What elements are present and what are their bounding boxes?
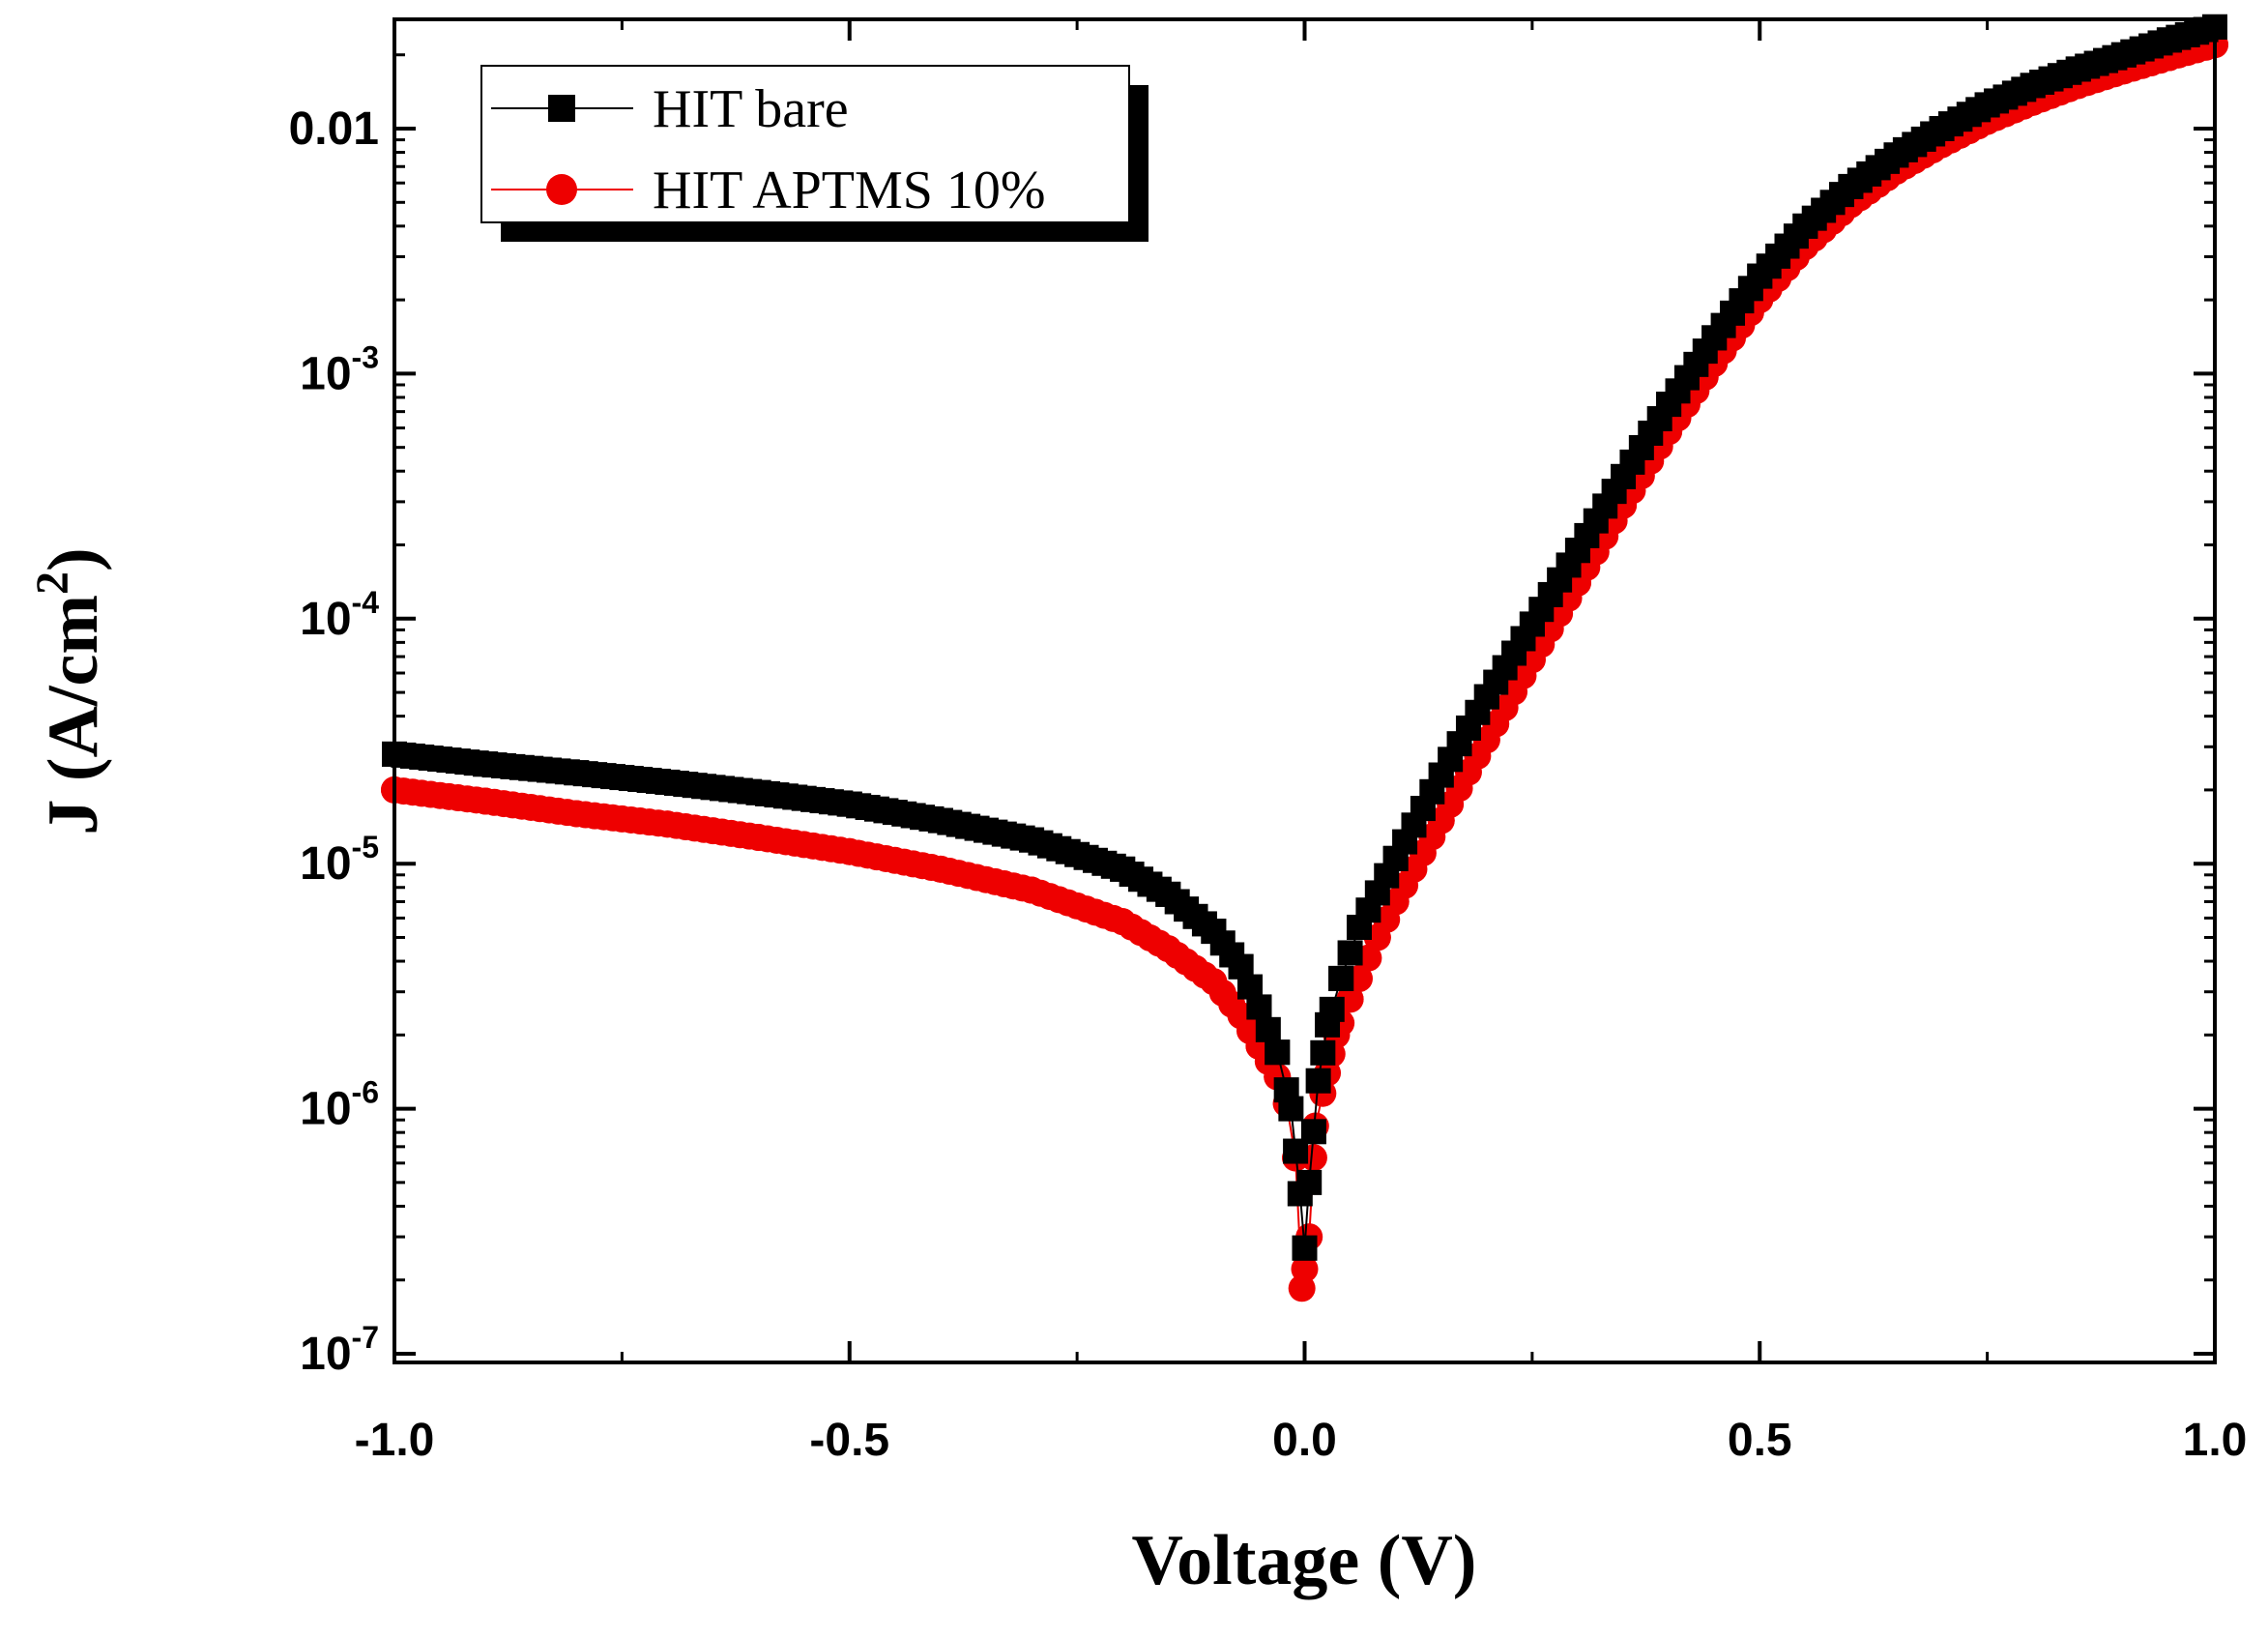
y-tick-label-exp: -7	[352, 1320, 379, 1355]
y-tick-label: 10-7	[300, 1320, 379, 1380]
data-point-square	[654, 769, 681, 795]
data-point-square	[2156, 27, 2182, 53]
x-tick-label: 0.5	[1728, 1415, 1792, 1466]
y-axis-label-close: )	[34, 547, 113, 571]
legend: HIT bare HIT APTMS 10%	[480, 65, 1149, 242]
y-tick-label-base: 10	[300, 1084, 351, 1135]
data-point-square	[2020, 73, 2046, 99]
series-hit-bare	[382, 14, 2227, 1261]
y-tick-label-base: 10	[300, 1329, 351, 1380]
y-axis-label-sup: 2	[27, 571, 78, 595]
legend-entry-hit-bare: HIT bare	[491, 79, 849, 139]
y-tick-label: 10-6	[300, 1075, 379, 1135]
data-point-square	[1564, 538, 1590, 564]
legend-marker-square	[548, 95, 575, 122]
y-axis-label-main: J (A/cm	[34, 595, 113, 835]
y-tick-label: 10-3	[300, 339, 379, 399]
data-point-square	[1701, 325, 1728, 351]
data-point-square	[1310, 1039, 1336, 1066]
data-point-square	[1346, 914, 1372, 940]
y-tick-label-base: 10	[300, 348, 351, 399]
legend-entry-hit-aptms: HIT APTMS 10%	[491, 161, 1046, 220]
y-tick-label: 10-4	[300, 585, 379, 645]
data-point-circle	[1154, 935, 1182, 963]
data-point-circle	[1200, 968, 1228, 996]
data-point-square	[1019, 827, 1045, 853]
data-point-square	[1201, 919, 1227, 945]
data-point-square	[1747, 263, 1773, 289]
data-point-circle	[563, 800, 591, 828]
x-tick-label: 1.0	[2183, 1415, 2248, 1466]
data-point-square	[1519, 611, 1545, 637]
data-point-square	[1473, 684, 1499, 710]
data-point-square	[1929, 116, 1955, 141]
legend-label-hit-aptms: HIT APTMS 10%	[653, 161, 1046, 220]
data-point-square	[1110, 856, 1136, 882]
data-point-square	[1428, 762, 1454, 788]
data-point-square	[1838, 173, 1864, 199]
y-tick-label: 0.01	[289, 103, 379, 155]
data-point-circle	[1109, 908, 1137, 936]
data-point-square	[1300, 1119, 1326, 1145]
data-point-square	[1792, 213, 1818, 239]
data-point-square	[1265, 1039, 1291, 1066]
data-point-square	[1382, 845, 1409, 871]
data-point-circle	[835, 837, 863, 865]
data-point-square	[1255, 1016, 1281, 1042]
x-tick-label: -1.0	[355, 1415, 435, 1466]
data-point-circle	[926, 855, 954, 883]
data-point-square	[1974, 92, 2000, 118]
data-point-square	[1246, 994, 1272, 1020]
data-point-square	[745, 779, 771, 805]
data-point-square	[2065, 56, 2091, 82]
data-point-square	[2110, 42, 2137, 68]
y-axis-ticks: 10-710-610-510-410-30.01	[289, 53, 2215, 1380]
y-tick-label-base: 10	[300, 838, 351, 890]
y-tick-label-base: 10	[300, 594, 351, 645]
legend-label-hit-bare: HIT bare	[653, 79, 849, 139]
plot-frame	[393, 17, 2217, 1364]
y-tick-label-exp: -5	[352, 830, 379, 864]
data-point-circle	[654, 810, 682, 838]
data-point-square	[1155, 881, 1181, 907]
y-tick-label: 10-5	[300, 830, 379, 890]
data-point-circle	[1288, 1274, 1316, 1302]
data-point-circle	[1018, 876, 1046, 904]
data-point-square	[1292, 1235, 1318, 1261]
data-point-circle	[472, 787, 500, 815]
y-tick-label-exp: -3	[352, 339, 379, 374]
data-point-square	[1328, 965, 1354, 991]
x-tick-label: 0.0	[1272, 1415, 1337, 1466]
data-point-square	[1228, 953, 1254, 980]
data-point-square	[1278, 1096, 1304, 1122]
legend-box	[480, 65, 1130, 223]
y-axis-label: J (A/cm2)	[27, 547, 113, 834]
data-point-square	[473, 751, 499, 777]
data-point-square	[564, 760, 590, 786]
data-point-square	[1305, 1068, 1331, 1094]
data-point-square	[1337, 940, 1363, 966]
x-tick-label: -0.5	[809, 1415, 889, 1466]
y-tick-label-exp: -4	[352, 585, 380, 620]
y-tick-label-base: 0.01	[289, 103, 379, 155]
data-point-square	[836, 791, 862, 817]
data-point-square	[927, 807, 953, 834]
data-point-square	[1296, 1169, 1323, 1195]
data-point-square	[1315, 1011, 1341, 1038]
x-axis-label: Voltage (V)	[1132, 1521, 1477, 1600]
data-point-circle	[744, 824, 772, 852]
data-point-square	[1883, 142, 1909, 168]
legend-marker-circle	[546, 174, 577, 205]
data-point-square	[1611, 463, 1637, 489]
series-layer	[381, 14, 2228, 1302]
y-tick-label-exp: -6	[352, 1075, 379, 1110]
data-point-square	[1656, 392, 1682, 418]
